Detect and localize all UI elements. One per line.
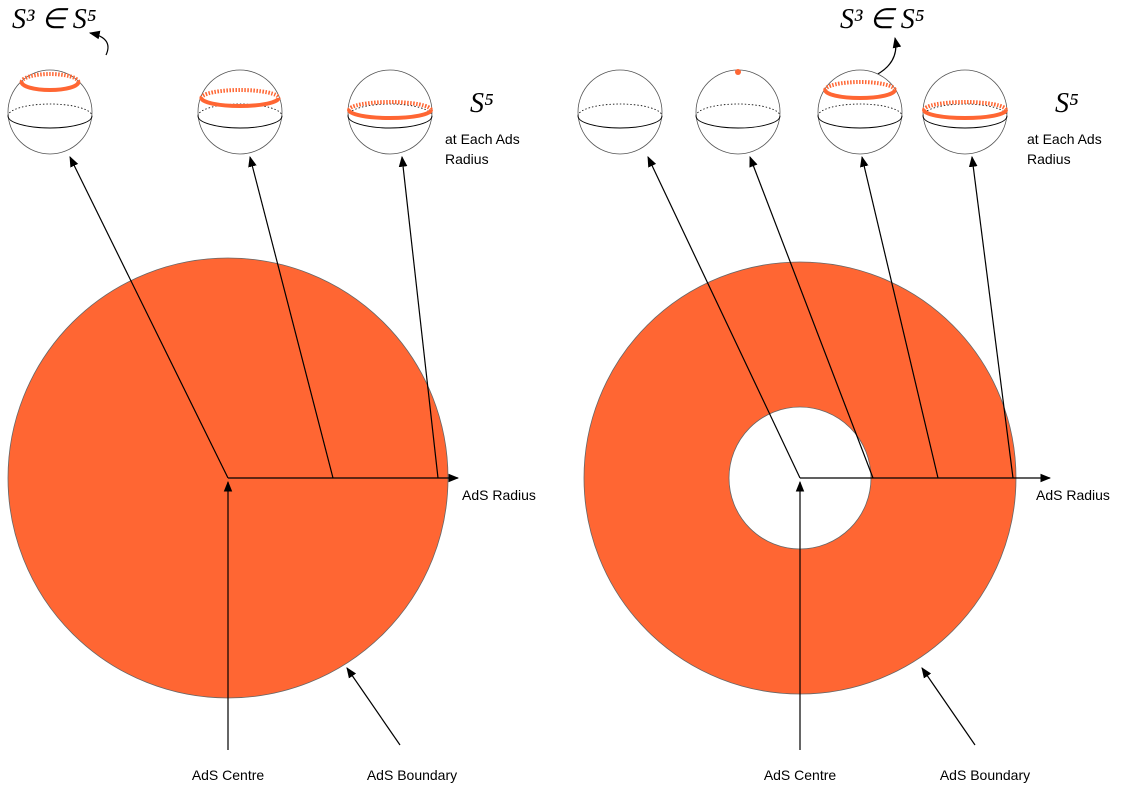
sphere	[197, 69, 283, 155]
sphere-arrow	[968, 155, 1014, 479]
equator-front	[577, 115, 663, 129]
spheres	[7, 69, 1008, 155]
equator-front	[197, 115, 283, 129]
centre-label: AdS Centre	[764, 767, 837, 783]
sphere-arrow	[398, 155, 439, 479]
subsphere-label: S³ ∈ S⁵	[12, 4, 97, 35]
equator-back	[577, 103, 663, 117]
subsphere-back	[199, 88, 281, 99]
subsphere-front	[823, 89, 897, 100]
sphere	[695, 69, 781, 155]
equator-back	[695, 103, 781, 117]
subsphere-back	[19, 72, 81, 83]
centre-label: AdS Centre	[192, 767, 265, 783]
boundary-label: AdS Boundary	[367, 767, 457, 783]
subsphere-front	[19, 81, 81, 92]
sphere-arrow	[749, 155, 874, 479]
sphere-caption: Radius	[1027, 151, 1071, 167]
subsphere-label: S³ ∈ S⁵	[840, 4, 925, 35]
boundary-arrow	[346, 667, 401, 746]
subsphere-arrow	[88, 30, 109, 56]
sphere-arrow	[69, 156, 229, 479]
radius-label: AdS Radius	[462, 487, 536, 503]
sphere-arrow	[860, 155, 939, 479]
equator-back	[817, 103, 903, 117]
sphere	[577, 69, 663, 155]
equator-front	[817, 115, 903, 129]
subsphere-arrow	[875, 36, 902, 76]
boundary-arrow	[921, 667, 976, 746]
sphere	[347, 69, 433, 155]
sphere-caption: Radius	[445, 151, 489, 167]
sphere-caption: at Each Ads	[1027, 131, 1102, 147]
subsphere-point	[735, 69, 741, 75]
subsphere-front	[347, 109, 433, 120]
subsphere-back	[823, 80, 897, 91]
subsphere-back	[347, 100, 433, 111]
equator-front	[7, 115, 93, 129]
sphere-label: S⁵	[1055, 88, 1079, 119]
boundary-label: AdS Boundary	[940, 767, 1030, 783]
equator-front	[922, 115, 1008, 129]
subsphere-front	[199, 97, 281, 108]
sphere	[922, 69, 1008, 155]
arrows	[69, 30, 1052, 750]
sphere-label: S⁵	[470, 88, 494, 119]
equator-front	[695, 115, 781, 129]
sphere	[7, 69, 93, 155]
radius-label: AdS Radius	[1036, 487, 1110, 503]
sphere	[817, 69, 903, 155]
equator-back	[7, 103, 93, 117]
equator-front	[347, 115, 433, 129]
subsphere-back	[922, 100, 1008, 111]
sphere-caption: at Each Ads	[445, 131, 520, 147]
sphere-arrow	[248, 155, 334, 479]
sphere-arrow	[647, 156, 801, 479]
subsphere-front	[922, 109, 1008, 120]
